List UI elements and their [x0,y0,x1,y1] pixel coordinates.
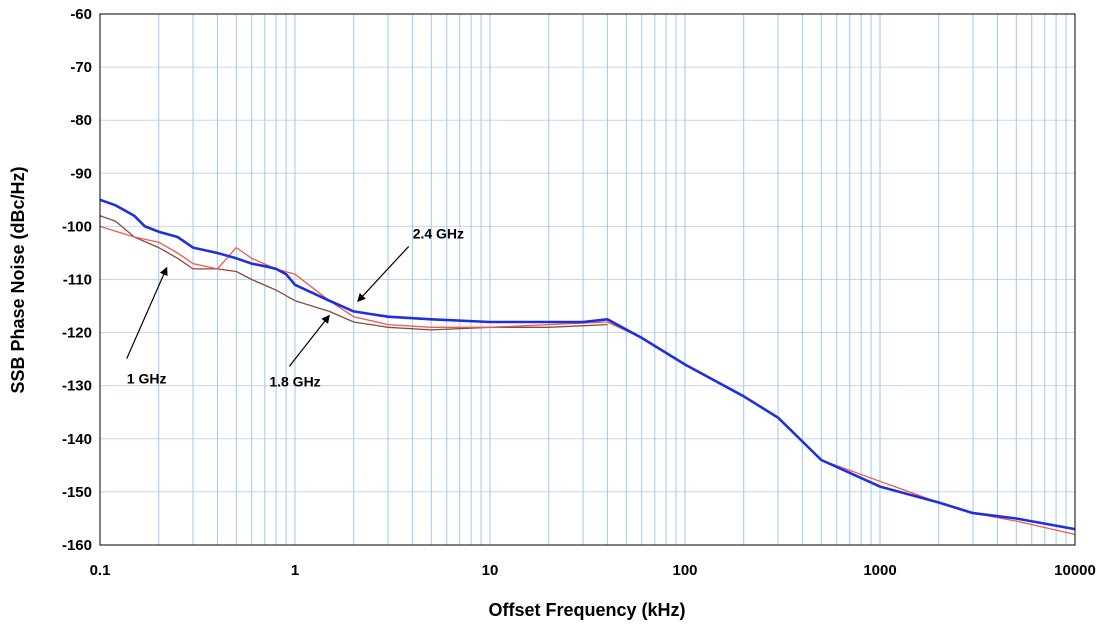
y-tick-labels: -60 -70 -80 -90 -100 -110 -120 -130 -140 -150 -160 [62,6,92,554]
y-tick-label: -130 [62,378,92,395]
y-tick-label: -90 [70,165,92,182]
series-line-1-ghz [99,215,608,331]
annotation-arrow [126,266,168,359]
annotations: 2.4 GHz 1.8 GHz 1 GHz [126,225,464,389]
y-tick-label: -110 [63,272,92,289]
annotation-arrow [288,314,330,367]
x-tick-labels: 0.1 1 10 100 1000 10000 [90,562,1096,579]
annotation-label: 1.8 GHz [269,373,320,389]
series-line-2-4-ghz [99,198,1076,531]
x-tick-label: 100 [672,562,697,579]
y-tick-label: -150 [62,484,92,501]
series-group [99,198,1076,536]
x-tick-label: 1 [291,562,299,579]
y-tick-label: -160 [62,537,92,554]
y-axis-label: SSB Phase Noise (dBc/Hz) [8,166,28,393]
y-tick-label: -80 [70,112,92,129]
annotation-label: 1 GHz [127,371,167,387]
x-tick-label: 1000 [863,562,896,579]
y-tick-label: -60 [70,6,92,23]
y-tick-label: -100 [62,218,92,235]
plot-frame [99,13,1076,546]
y-tick-label: -140 [62,431,92,448]
annotation-arrow [357,246,410,303]
x-tick-label: 0.1 [90,562,111,579]
x-axis-label: Offset Frequency (kHz) [488,600,685,620]
y-tick-label: -70 [70,59,92,76]
x-tick-label: 10000 [1054,562,1096,579]
series-line-1-8-ghz [99,225,1076,536]
x-tick-label: 10 [482,562,499,579]
annotation-label: 2.4 GHz [413,225,464,241]
y-tick-label: -120 [62,325,92,342]
